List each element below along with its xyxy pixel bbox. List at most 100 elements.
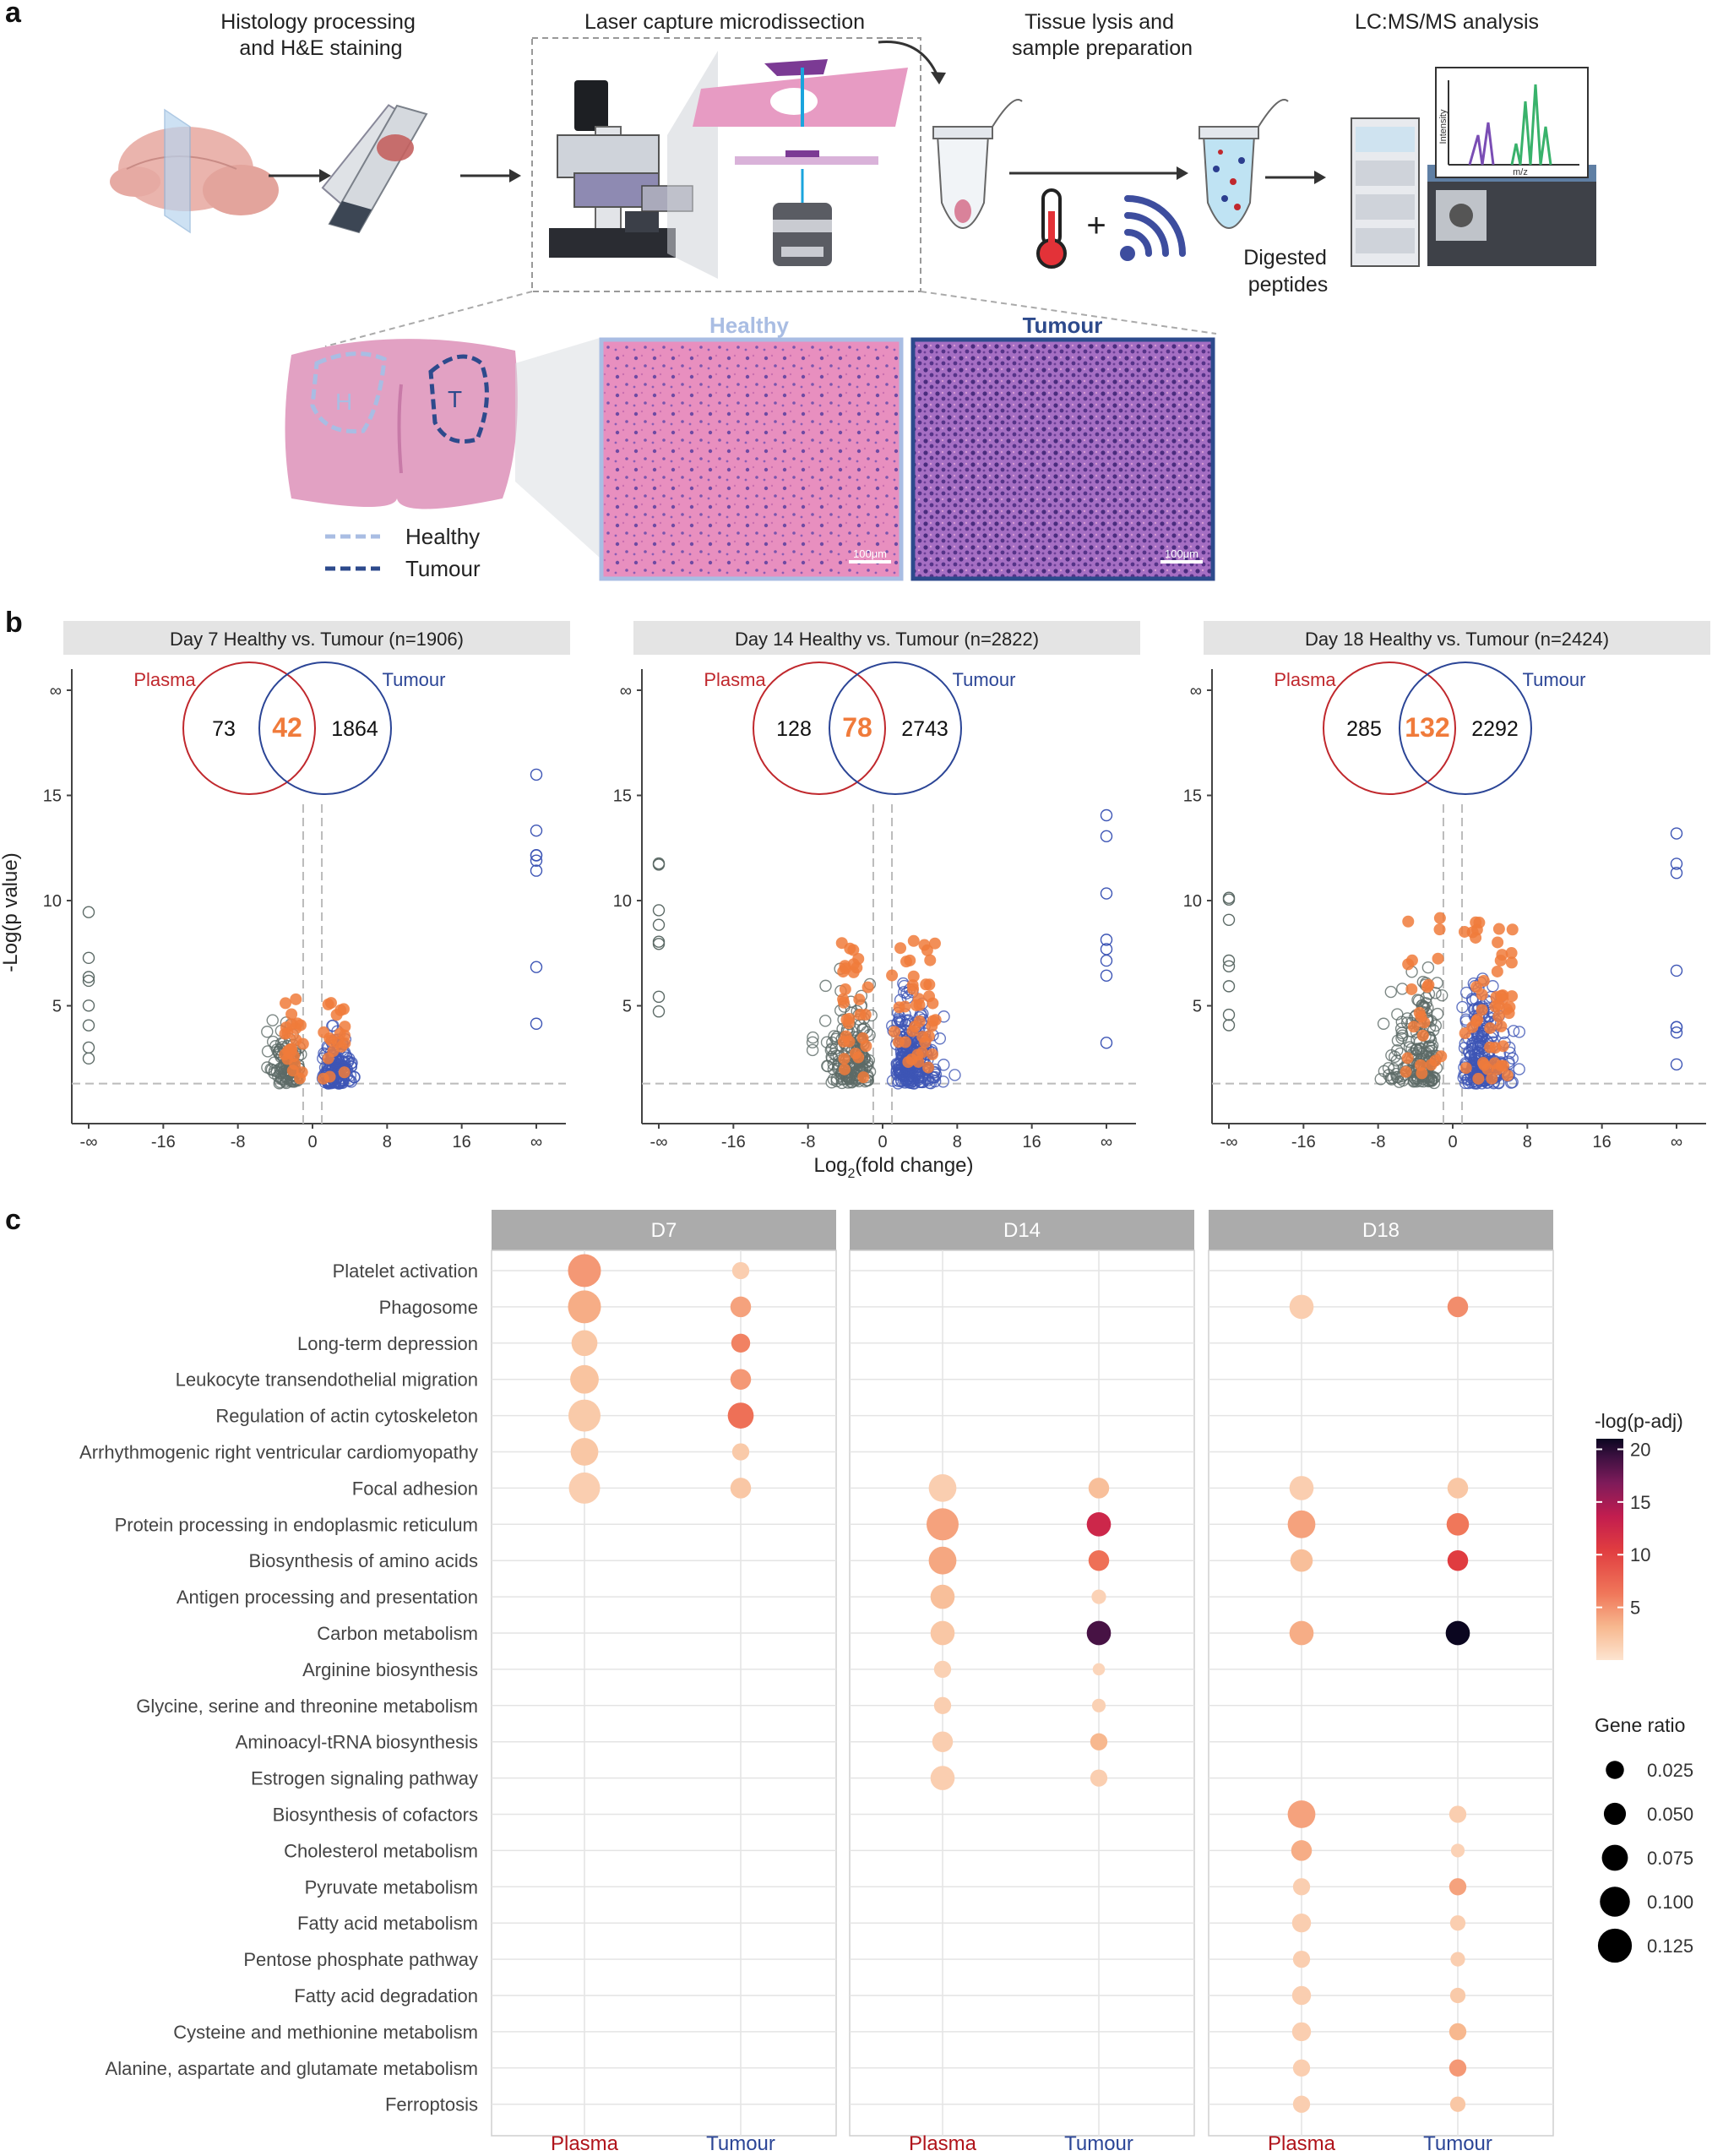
volcano-point (1472, 1046, 1485, 1059)
facet-strip (492, 1210, 836, 1250)
volcano-point (820, 1036, 834, 1048)
overlap-point (1407, 1021, 1420, 1033)
volcano-point (1395, 1032, 1408, 1044)
x-tick-label: -16 (151, 1133, 176, 1152)
enrichment-dot (1292, 2095, 1311, 2113)
venn-plasma-label: Plasma (1274, 669, 1336, 690)
x-tick-label: 16 (1023, 1133, 1041, 1152)
venn-overlap-count: 42 (272, 712, 302, 743)
volcano-point (1460, 986, 1473, 999)
enrichment-dot (1289, 1620, 1314, 1646)
venn-plasma-label: Plasma (704, 669, 766, 690)
x-tick-label: -∞ (1220, 1133, 1238, 1152)
enrichment-dot (570, 1438, 599, 1466)
overlap-point (843, 1035, 856, 1048)
pathway-label: Fatty acid degradation (294, 1985, 478, 2006)
enrichment-dot (928, 1474, 957, 1502)
brain-section-icon: H T (285, 339, 518, 509)
overlap-point (296, 1037, 309, 1050)
overlap-point (1405, 954, 1418, 966)
volcano-point (530, 864, 543, 877)
overlap-point (907, 970, 920, 983)
overlap-point (1433, 912, 1446, 924)
volcano-point (1100, 808, 1113, 822)
y-tick-label: 5 (1193, 998, 1202, 1016)
enrichment-dot (1449, 1915, 1466, 1931)
overlap-point (839, 983, 851, 995)
y-tick-label: 5 (622, 998, 632, 1016)
thermometer-icon (1036, 188, 1067, 269)
microscope-icon (549, 80, 693, 258)
volcano-point (333, 1077, 345, 1090)
facet-strip (1209, 1210, 1553, 1250)
x-tick-label: -∞ (80, 1133, 98, 1152)
overlap-point (926, 1020, 938, 1032)
overlap-point (920, 978, 932, 991)
overlap-point (294, 1019, 307, 1032)
venn-tumour-circle (829, 662, 962, 795)
pathway-label: Biosynthesis of cofactors (273, 1805, 478, 1826)
overlap-point (285, 1008, 298, 1021)
pathway-label: Alanine, aspartate and glutamate metabol… (106, 2058, 478, 2079)
volcano-point (1222, 960, 1236, 972)
color-tick-label: 15 (1630, 1492, 1650, 1513)
legend-healthy-label: Healthy (405, 524, 480, 549)
overlap-point (1506, 923, 1519, 936)
volcano-point (82, 951, 95, 965)
volcano-point (891, 1068, 904, 1081)
pathway-label: Leukocyte transendothelial migration (176, 1369, 478, 1391)
overlap-point (911, 1048, 924, 1061)
volcano-point (1429, 1019, 1443, 1032)
volcano-point (1395, 1015, 1409, 1028)
x-tick-label: -∞ (650, 1133, 668, 1152)
facet-strip-title: D14 (1003, 1219, 1041, 1242)
enrichment-dot (570, 1364, 599, 1394)
sonication-icon (1120, 195, 1186, 261)
size-legend-label: 0.100 (1647, 1892, 1693, 1913)
overlap-point (1505, 956, 1518, 969)
overlap-point (838, 1053, 851, 1065)
enrichment-dot (1287, 1800, 1316, 1828)
size-legend-label: 0.075 (1647, 1848, 1693, 1869)
volcano-point (1420, 1049, 1432, 1063)
overlap-point (318, 1026, 330, 1038)
overlap-point (1466, 926, 1479, 939)
color-legend-bar (1596, 1439, 1623, 1660)
volcano-point (652, 990, 666, 1004)
overlap-point (835, 937, 848, 950)
healthy-micrograph (599, 337, 904, 581)
volcano-point (82, 1019, 95, 1032)
facet-strip-title: Day 7 Healthy vs. Tumour (n=1906) (170, 629, 464, 650)
volcano-point (268, 1064, 281, 1077)
overlap-point (1421, 981, 1433, 994)
y-tick-label: 15 (43, 787, 62, 806)
enrichment-dot (1088, 1549, 1110, 1571)
pathway-label: Cysteine and methionine metabolism (173, 2022, 478, 2043)
x-category-label: Tumour (1423, 2132, 1492, 2152)
volcano-point (1384, 985, 1398, 999)
overlap-point (1497, 1040, 1509, 1053)
volcano-point (1389, 1050, 1401, 1064)
step-1-title-line-2: and H&E staining (239, 36, 402, 60)
overlap-point (322, 998, 334, 1010)
venn-plasma-circle (753, 662, 886, 795)
enrichment-dot (730, 1478, 752, 1499)
facet-strip (633, 621, 1140, 655)
pathway-label: Arginine biosynthesis (302, 1659, 478, 1680)
enrichment-dot (933, 1660, 952, 1679)
x-category-label: Plasma (909, 2132, 977, 2152)
venn-plasma-count: 128 (776, 717, 812, 741)
y-tick-label: 5 (52, 998, 62, 1016)
volcano-point (82, 1041, 95, 1054)
overlap-point (923, 990, 936, 1003)
enrichment-dot (932, 1731, 954, 1752)
volcano-point (1670, 827, 1683, 840)
tumour-micrograph-title: Tumour (1023, 313, 1103, 338)
lc-ms-instrument-icon: Intensity m/z (1351, 67, 1596, 267)
overlap-point (926, 1048, 938, 1061)
overlap-point (1472, 1072, 1485, 1085)
glass-slide-icon (321, 104, 428, 234)
lcm-box (531, 37, 921, 292)
volcano-point (845, 1075, 858, 1088)
